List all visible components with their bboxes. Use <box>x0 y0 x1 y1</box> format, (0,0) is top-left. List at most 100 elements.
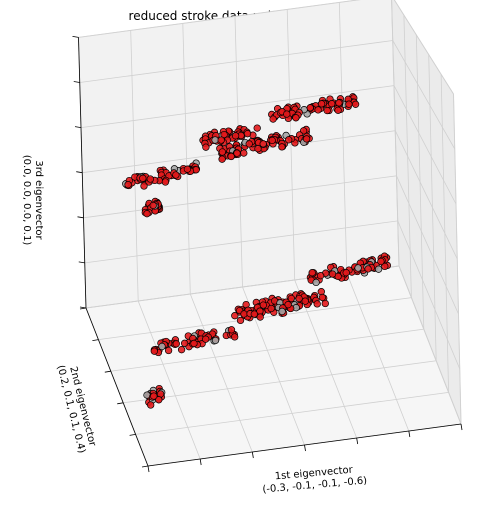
data-point <box>161 178 170 186</box>
data-point <box>150 392 158 400</box>
data-point <box>202 335 210 343</box>
data-point <box>180 339 189 347</box>
data-point <box>314 106 322 114</box>
data-point <box>158 342 166 351</box>
grid-line <box>80 85 457 205</box>
data-point <box>240 310 248 318</box>
z-tick <box>77 216 84 219</box>
data-point <box>328 100 336 108</box>
data-point <box>164 346 173 355</box>
data-point <box>374 265 383 273</box>
data-point <box>313 300 321 308</box>
data-point <box>323 106 331 115</box>
data-point <box>177 346 186 354</box>
data-point <box>284 301 292 309</box>
data-point <box>250 310 258 318</box>
y-tick <box>129 434 136 436</box>
axis-panes <box>77 0 462 467</box>
z-tick <box>72 36 79 38</box>
data-point <box>351 100 360 108</box>
data-point <box>155 396 163 404</box>
data-point <box>149 201 157 210</box>
x-tick <box>304 444 306 452</box>
data-point <box>278 307 286 316</box>
data-point <box>218 148 226 156</box>
data-point <box>253 124 261 132</box>
data-point <box>345 100 353 108</box>
grid-line <box>83 175 459 315</box>
data-point <box>283 110 291 118</box>
grid-lines <box>78 0 462 467</box>
y-tick <box>104 370 111 373</box>
grid-line <box>78 0 454 95</box>
data-point <box>259 140 267 148</box>
y-axis-line <box>85 307 149 467</box>
data-point <box>312 278 320 287</box>
data-point <box>202 143 210 151</box>
data-point <box>256 313 264 321</box>
data-point <box>140 182 148 190</box>
data-point <box>190 339 198 348</box>
data-point <box>285 136 293 144</box>
grid-line <box>85 265 462 425</box>
data-point <box>278 143 286 151</box>
data-point <box>317 100 326 108</box>
grid-line <box>79 40 456 150</box>
data-point <box>227 152 235 161</box>
data-point <box>172 340 180 348</box>
data-points <box>122 93 392 409</box>
data-point <box>308 269 316 277</box>
x-tick <box>460 423 463 431</box>
data-point <box>231 312 239 320</box>
grid-line <box>84 220 461 370</box>
y-axis-label: 2nd eigenvector(0.2, 0.1, 0.1, 0.4) <box>54 361 98 454</box>
data-point <box>268 136 276 145</box>
x-tick <box>199 458 202 466</box>
data-point <box>302 135 311 143</box>
data-point <box>143 210 151 218</box>
data-point <box>218 155 226 163</box>
data-point <box>139 174 147 182</box>
data-point <box>147 401 155 409</box>
z-tick <box>73 81 80 83</box>
y-tick <box>92 339 99 341</box>
data-point <box>318 293 327 302</box>
data-point <box>245 140 253 148</box>
data-point <box>211 336 220 345</box>
data-point <box>243 130 252 138</box>
data-point <box>342 269 350 277</box>
data-point <box>267 304 275 313</box>
y-tick <box>117 402 124 405</box>
data-point <box>335 99 343 107</box>
z-tick <box>76 171 83 174</box>
data-point <box>146 175 154 183</box>
z-tick <box>78 261 85 264</box>
data-point <box>217 136 225 144</box>
x-tick <box>147 465 150 473</box>
data-point <box>254 145 262 153</box>
data-point <box>306 104 314 112</box>
data-point <box>377 257 385 266</box>
x-tick <box>251 451 254 459</box>
data-point <box>269 115 277 123</box>
data-point <box>231 333 239 341</box>
data-point <box>233 149 241 157</box>
data-point <box>354 264 362 272</box>
data-point <box>172 171 180 179</box>
data-point <box>364 265 372 273</box>
data-point <box>328 270 337 278</box>
data-point <box>321 299 329 308</box>
data-point <box>236 316 245 325</box>
data-point <box>316 272 325 280</box>
data-point <box>231 132 240 140</box>
data-point <box>150 347 158 355</box>
data-point <box>334 106 342 114</box>
data-point <box>301 297 309 305</box>
z-tick <box>74 126 82 128</box>
data-point <box>227 326 236 334</box>
x-axis-label: 1st eigenvector(-0.3, -0.1, -0.1, -0.6) <box>261 463 368 495</box>
y-tick <box>141 465 149 468</box>
data-point <box>211 136 219 144</box>
data-point <box>295 294 303 303</box>
